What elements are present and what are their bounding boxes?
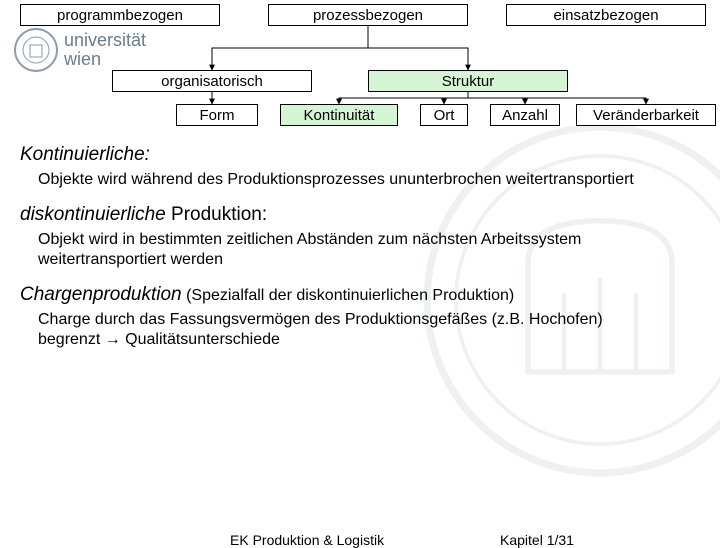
diagram-box-row1-1: prozessbezogen <box>268 4 468 26</box>
diagram-box-row3-3: Anzahl <box>490 104 560 126</box>
diagram-box-row3-4: Veränderbarkeit <box>576 104 716 126</box>
logo-line2: wien <box>64 50 146 69</box>
footer-left: EK Produktion & Logistik <box>230 532 384 548</box>
diagram-box-row3-1: Kontinuität <box>280 104 398 126</box>
diagram-box-row3-0: Form <box>176 104 258 126</box>
logo-seal-icon <box>14 28 58 72</box>
section-3-body: Charge durch das Fassungsvermögen des Pr… <box>38 310 658 350</box>
diagram-box-row2-1: Struktur <box>368 70 568 92</box>
section-1-body: Objekte wird während des Produktionsproz… <box>38 170 658 190</box>
content-area: Kontinuierliche: Objekte wird während de… <box>0 130 720 350</box>
section-1-title: Kontinuierliche: <box>20 144 700 166</box>
logo-line1: universität <box>64 31 146 50</box>
section-2-title: diskontinuierliche Produktion: <box>20 204 700 226</box>
diagram-box-row2-0: organisatorisch <box>112 70 312 92</box>
footer-right: Kapitel 1/31 <box>500 532 574 548</box>
logo-text: universität wien <box>64 31 146 69</box>
hierarchy-diagram: universität wien programmbezogen prozessb… <box>0 0 720 130</box>
diagram-box-row3-2: Ort <box>420 104 468 126</box>
section-2-body: Objekt wird in bestimmten zeitlichen Abs… <box>38 230 658 270</box>
university-logo: universität wien <box>14 28 146 72</box>
diagram-box-row1-0: programmbezogen <box>20 4 220 26</box>
diagram-box-row1-2: einsatzbezogen <box>506 4 706 26</box>
section-3-title: Chargenproduktion (Spezialfall der disko… <box>20 284 700 306</box>
